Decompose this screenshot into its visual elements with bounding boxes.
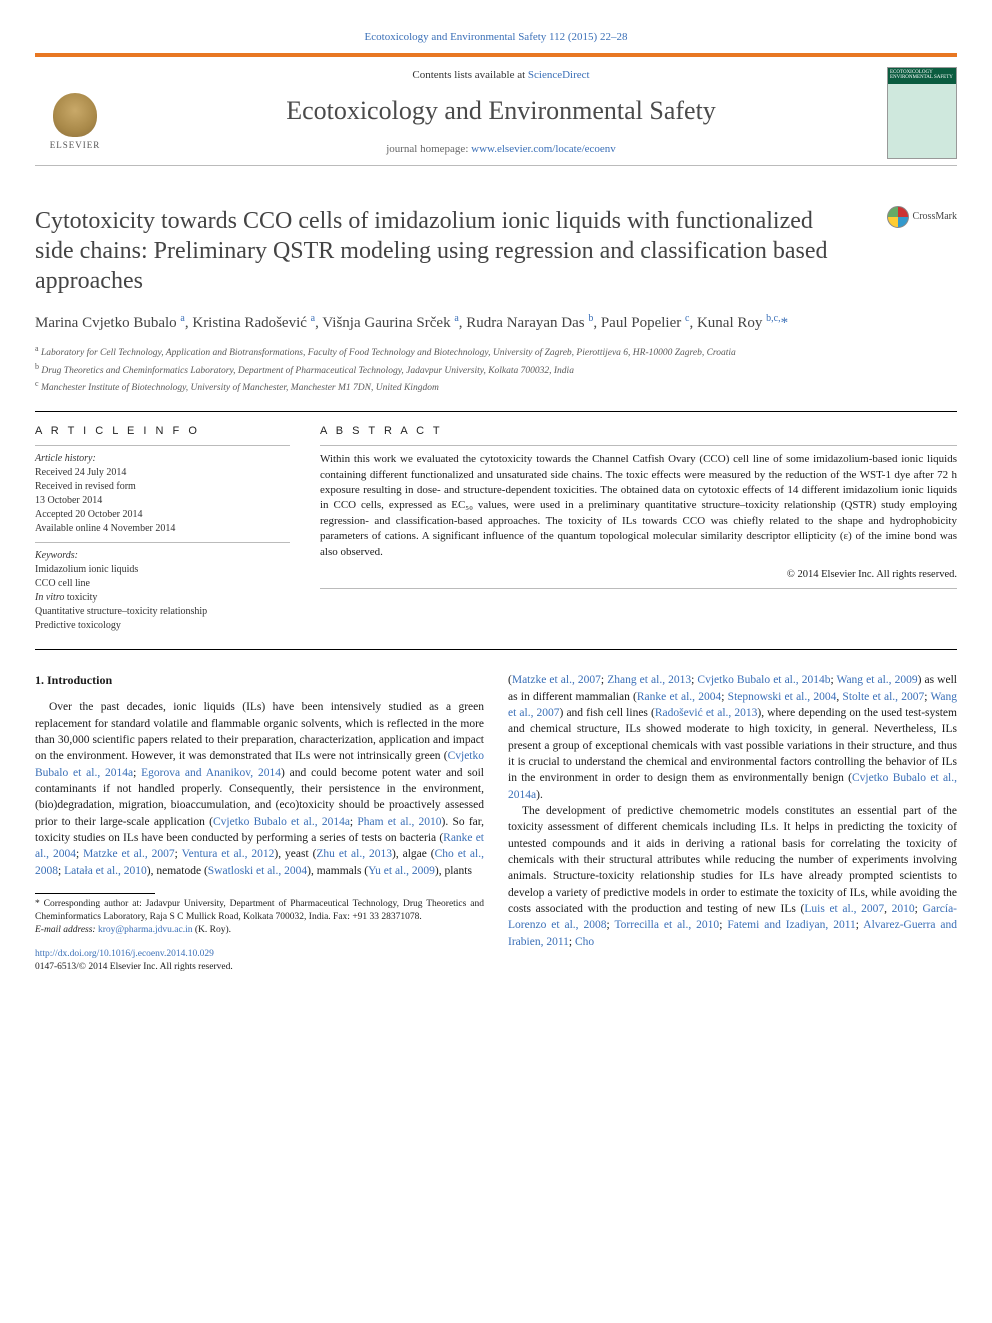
history-line: 13 October 2014 [35,494,290,508]
history-line: Received 24 July 2014 [35,466,290,480]
affiliation: c Manchester Institute of Biotechnology,… [35,378,957,395]
copyright-line: © 2014 Elsevier Inc. All rights reserved… [320,568,957,582]
journal-cover-thumbnail: ECOTOXICOLOGY ENVIRONMENTAL SAFETY [887,67,957,159]
issn-copyright: 0147-6513/© 2014 Elsevier Inc. All right… [35,962,233,972]
citation-link[interactable]: Yu et al., 2009 [368,865,435,877]
abstract-heading: A B S T R A C T [320,424,957,439]
doi-link[interactable]: http://dx.doi.org/10.1016/j.ecoenv.2014.… [35,949,214,959]
citation-link[interactable]: Matzke et al., 2007 [512,674,601,686]
citation-link[interactable]: Latała et al., 2010 [64,865,147,877]
keywords-label: Keywords: [35,549,290,563]
body-paragraph: The development of predictive chemometri… [508,803,957,950]
body-paragraph: (Matzke et al., 2007; Zhang et al., 2013… [508,672,957,803]
publisher-name: ELSEVIER [50,139,101,151]
keyword: Predictive toxicology [35,619,290,633]
crossmark-icon [887,206,909,228]
citation-link[interactable]: Swatloski et al., 2004 [208,865,307,877]
corresponding-author-note: * Corresponding author at: Jadavpur Univ… [35,898,484,924]
citation-link[interactable]: Zhu et al., 2013 [316,848,392,860]
journal-name: Ecotoxicology and Environmental Safety [115,93,887,128]
body-paragraph: Over the past decades, ionic liquids (IL… [35,699,484,879]
citation-link[interactable]: Cvjetko Bubalo et al., 2014b [697,674,830,686]
article-history: Article history: Received 24 July 2014Re… [35,452,290,536]
elsevier-tree-icon [53,93,97,137]
doi-block: http://dx.doi.org/10.1016/j.ecoenv.2014.… [35,948,484,974]
citation-link[interactable]: Fatemi and Izadiyan, 2011 [727,919,855,931]
journal-reference-link[interactable]: Ecotoxicology and Environmental Safety 1… [365,31,628,43]
thin-divider [320,445,957,446]
citation-link[interactable]: Torrecilla et al., 2010 [614,919,719,931]
homepage-prefix: journal homepage: [386,143,471,155]
sciencedirect-link[interactable]: ScienceDirect [528,69,590,81]
citation-link[interactable]: Ventura et al., 2012 [182,848,275,860]
keyword: Imidazolium ionic liquids [35,563,290,577]
citation-link[interactable]: Cho [575,936,594,948]
citation-link[interactable]: Matzke et al., 2007 [83,848,175,860]
divider [35,649,957,650]
citation-link[interactable]: Stepnowski et al., 2004 [728,691,837,703]
affiliation: a Laboratory for Cell Technology, Applic… [35,343,957,360]
history-line: Available online 4 November 2014 [35,522,290,536]
history-line: Accepted 20 October 2014 [35,508,290,522]
crossmark-label: CrossMark [913,210,957,224]
homepage-line: journal homepage: www.elsevier.com/locat… [115,142,887,157]
citation-link[interactable]: Ranke et al., 2004 [637,691,721,703]
footnote-separator [35,893,155,894]
citation-link[interactable]: Wang et al., 2009 [837,674,918,686]
citation-link[interactable]: Cvjetko Bubalo et al., 2014a [213,816,350,828]
abstract-text: Within this work we evaluated the cytoto… [320,452,957,560]
article-title: Cytotoxicity towards CCO cells of imidaz… [35,206,855,296]
keyword: Quantitative structure–toxicity relation… [35,605,290,619]
email-label: E-mail address: [35,925,98,935]
divider [35,411,957,412]
citation-link[interactable]: Zhang et al., 2013 [607,674,691,686]
body-column-left: 1. Introduction Over the past decades, i… [35,672,484,974]
homepage-link[interactable]: www.elsevier.com/locate/ecoenv [471,143,616,155]
crossmark-badge[interactable]: CrossMark [887,206,957,228]
footnotes: * Corresponding author at: Jadavpur Univ… [35,898,484,936]
body-column-right: (Matzke et al., 2007; Zhang et al., 2013… [508,672,957,974]
citation-link[interactable]: 2010 [892,903,915,915]
publisher-logo: ELSEVIER [35,70,115,155]
article-info-heading: A R T I C L E I N F O [35,424,290,439]
email-link[interactable]: kroy@pharma.jdvu.ac.in [98,925,193,935]
affiliation: b Drug Theoretics and Cheminformatics La… [35,361,957,378]
affiliations: a Laboratory for Cell Technology, Applic… [35,343,957,395]
history-line: Received in revised form [35,480,290,494]
citation-link[interactable]: Radošević et al., 2013 [655,707,758,719]
contents-prefix: Contents lists available at [412,69,527,81]
citation-link[interactable]: Egorova and Ananikov, 2014 [141,767,281,779]
citation-link[interactable]: Pham et al., 2010 [357,816,441,828]
email-line: E-mail address: kroy@pharma.jdvu.ac.in (… [35,924,484,937]
masthead: ELSEVIER Contents lists available at Sci… [35,53,957,166]
thin-divider [320,588,957,589]
email-tail: (K. Roy). [192,925,231,935]
keywords-block: Keywords: Imidazolium ionic liquidsCCO c… [35,549,290,633]
thin-divider [35,542,290,543]
thin-divider [35,445,290,446]
author-list: Marina Cvjetko Bubalo a, Kristina Radoše… [35,312,957,333]
history-label: Article history: [35,452,290,466]
keyword: In vitro toxicity [35,591,290,605]
contents-line: Contents lists available at ScienceDirec… [115,68,887,83]
section-heading: 1. Introduction [35,672,484,689]
citation-link[interactable]: Stolte et al., 2007 [842,691,924,703]
keyword: CCO cell line [35,577,290,591]
cover-title-bottom: ENVIRONMENTAL SAFETY [890,75,954,80]
citation-link[interactable]: Luis et al., 2007 [804,903,884,915]
journal-reference-top: Ecotoxicology and Environmental Safety 1… [35,30,957,45]
